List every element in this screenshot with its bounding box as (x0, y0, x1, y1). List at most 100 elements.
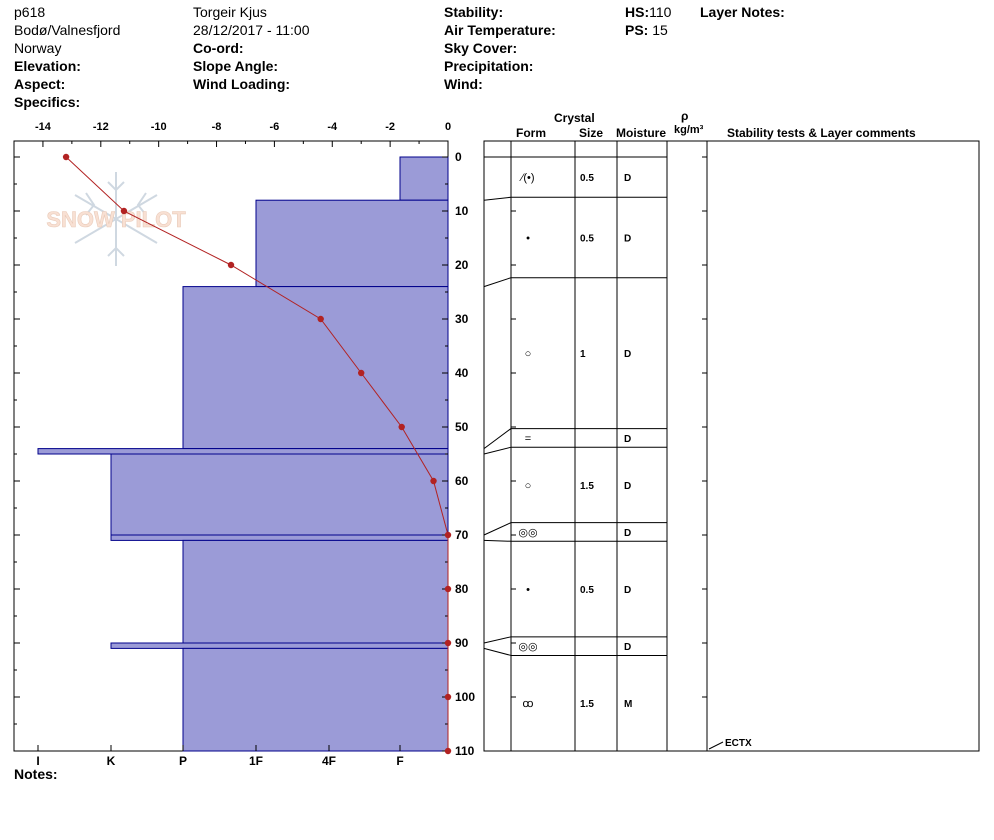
depth-tick-label-110: 110 (455, 744, 475, 758)
temp-tick-label-0: 0 (445, 121, 451, 133)
layer-form-1: • (526, 232, 530, 244)
temp-tick-label--12: -12 (93, 121, 109, 133)
notes-label: Notes: (14, 766, 58, 782)
layer-form-2: ○ (525, 348, 532, 360)
hardness-bar-1 (255, 199, 449, 288)
depth-tick-label-70: 70 (455, 528, 469, 542)
temp-tick-label--6: -6 (270, 121, 280, 133)
layer-size-0: 0.5 (580, 173, 594, 184)
hs-label: HS: (625, 4, 650, 20)
layer-moisture-3: D (624, 434, 631, 445)
hardness-tick-label-I: I (36, 754, 39, 768)
hardness-bar-2 (182, 286, 449, 450)
hardness-bar-8 (182, 647, 449, 752)
observer: Torgeir Kjus (193, 4, 267, 20)
ps-field: PS: 15 (625, 22, 668, 39)
layer-moisture-4: D (624, 481, 631, 492)
aspect-label: Aspect: (14, 76, 66, 92)
ps-label: PS: (625, 22, 649, 38)
sky-cover-label: Sky Cover: (444, 40, 518, 56)
temp-tick-label--2: -2 (385, 121, 395, 133)
hardness-bar-4 (110, 453, 449, 536)
hardness-tick-label-K: K (107, 754, 116, 768)
temperature-point-4 (358, 369, 365, 377)
temp-tick-label--4: -4 (327, 121, 338, 133)
stability-test-label-0: ECTX (725, 738, 752, 749)
snowflake-icon (74, 172, 158, 266)
layer-connector-4 (483, 446, 512, 455)
depth-tick-label-40: 40 (455, 366, 469, 380)
depth-tick-label-60: 60 (455, 474, 469, 488)
moisture-header: Moisture (616, 126, 667, 140)
layer-size-2: 1 (580, 349, 586, 360)
hardness-bar-7 (110, 642, 449, 649)
layer-form-6: • (526, 584, 530, 596)
layer-moisture-8: M (624, 699, 632, 710)
precipitation-label: Precipitation: (444, 58, 534, 74)
layer-connector-6 (483, 539, 512, 542)
hardness-tick-label-P: P (179, 754, 187, 768)
temperature-point-8 (444, 585, 452, 593)
temperature-point-9 (444, 639, 452, 647)
layer-moisture-6: D (624, 585, 631, 596)
hardness-bar-5 (110, 534, 449, 541)
layer-size-1: 0.5 (580, 233, 594, 244)
depth-tick-label-50: 50 (455, 420, 469, 434)
layer-connector-7 (483, 636, 512, 644)
form-header: Form (516, 126, 546, 140)
depth-tick-label-80: 80 (455, 582, 469, 596)
temperature-point-0 (62, 153, 70, 161)
temp-tick-label--8: -8 (212, 121, 222, 133)
layer-form-4: ○ (525, 480, 532, 492)
coord-label: Co-ord: (193, 40, 244, 56)
stability-arrow-0 (708, 741, 724, 750)
layer-connector-3 (483, 428, 512, 450)
depth-tick-label-100: 100 (455, 690, 475, 704)
location: Bodø/Valnesfjord (14, 22, 121, 38)
depth-tick-label-90: 90 (455, 636, 469, 650)
air-temperature-label: Air Temperature: (444, 22, 556, 38)
temperature-point-2 (227, 261, 235, 269)
depth-tick-label-30: 30 (455, 312, 469, 326)
stability-tests-header: Stability tests & Layer comments (727, 126, 916, 140)
crystal-header: Crystal (554, 111, 595, 125)
wind-loading-label: Wind Loading: (193, 76, 291, 92)
temperature-profile-line (65, 156, 449, 751)
layer-moisture-1: D (624, 233, 631, 244)
density-rho-header: ρ (681, 109, 689, 123)
temperature-point-5 (398, 423, 405, 431)
layer-form-7: ◎◎ (518, 641, 537, 653)
layer-size-8: 1.5 (580, 699, 594, 710)
layer-form-0: ⁄(•) (518, 172, 534, 184)
wind-label: Wind: (444, 76, 483, 92)
layer-moisture-2: D (624, 349, 631, 360)
layer-size-6: 0.5 (580, 585, 594, 596)
temperature-point-7 (444, 531, 452, 539)
slope-angle-label: Slope Angle: (193, 58, 279, 74)
temp-tick-label--10: -10 (151, 121, 167, 133)
layer-moisture-5: D (624, 528, 631, 539)
temperature-point-3 (317, 315, 324, 323)
temperature-point-10 (444, 693, 452, 701)
depth-tick-label-20: 20 (455, 258, 469, 272)
hardness-bar-3 (37, 448, 449, 455)
hardness-tick-label-4F: 4F (322, 754, 336, 768)
temperature-point-11 (444, 747, 452, 755)
layer-connector-5 (483, 522, 512, 536)
layer-form-3: = (525, 433, 531, 445)
stability-label: Stability: (444, 4, 504, 20)
layer-connector-1 (483, 196, 512, 201)
layer-form-8: ꝏ (522, 698, 533, 710)
watermark-text: SNOW PILOT (46, 207, 186, 232)
hardness-bar-6 (182, 539, 449, 644)
layer-size-4: 1.5 (580, 481, 594, 492)
hs-field: HS:110 (625, 4, 671, 21)
hs-value: 110 (649, 4, 672, 20)
layer-form-5: ◎◎ (518, 527, 537, 539)
layer-connector-2 (483, 277, 512, 288)
hardness-tick-label-F: F (396, 754, 403, 768)
temperature-point-1 (120, 207, 128, 215)
temperature-point-6 (430, 477, 437, 485)
ps-value: 15 (652, 22, 668, 38)
